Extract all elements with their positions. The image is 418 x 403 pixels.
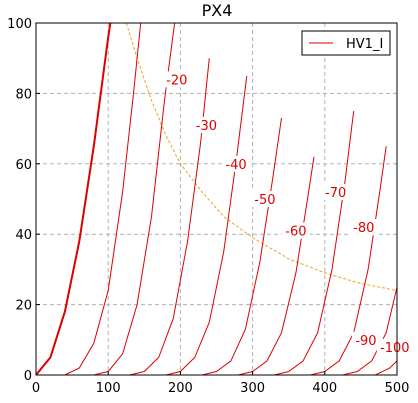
y-tick-label-4: 80 (15, 87, 32, 102)
contour-label-bg-5 (321, 183, 350, 200)
contour-label-bg-7 (351, 331, 380, 348)
contour-label-bg-3 (250, 191, 279, 207)
contour-label-8: -100 (380, 341, 410, 356)
contour-label-7: -90 (355, 334, 376, 349)
chart-title: PX4 (202, 1, 233, 20)
contour-label-bg-1 (192, 117, 221, 134)
contour-label-bg-6 (349, 219, 378, 236)
plate-curve-3 (129, 58, 210, 375)
x-tick-label-0: 0 (32, 381, 40, 396)
contour-label-bg-8 (376, 338, 413, 355)
plate-curve-7 (274, 110, 355, 375)
plate-curve-10 (375, 360, 397, 375)
x-tick-label-1: 100 (96, 381, 121, 396)
legend: HV1_I (301, 30, 391, 56)
contour-label-5: -70 (325, 186, 346, 201)
plate-curve-9 (342, 286, 397, 375)
axis-ticks: 0 100 200 300 400 500 0 20 40 60 80 100 (7, 17, 409, 396)
y-tick-label-1: 20 (15, 299, 32, 314)
contour-label-1: -30 (196, 119, 217, 134)
y-tick-label-2: 40 (15, 228, 32, 243)
contour-labels: -20 -30 -40 -50 -60 -70 -80 -90 -100 (162, 71, 413, 356)
plate-curve-0 (36, 23, 112, 375)
contour-label-2: -40 (225, 158, 246, 173)
contour-label-6: -80 (353, 221, 374, 236)
y-tick-label-5: 100 (7, 17, 32, 32)
contour-label-0: -20 (166, 73, 187, 88)
y-tick-label-0: 0 (24, 369, 32, 384)
x-tick-label-3: 300 (240, 381, 265, 396)
contour-label-bg-0 (162, 71, 191, 88)
plate-curve-1 (64, 23, 142, 375)
legend-label: HV1_I (346, 37, 383, 52)
contour-label-bg-2 (221, 155, 250, 172)
contour-label-bg-4 (281, 222, 310, 239)
contour-label-4: -60 (285, 225, 306, 240)
y-tick-label-3: 60 (15, 158, 32, 173)
x-tick-label-4: 400 (312, 381, 337, 396)
plate-curve-5 (201, 117, 282, 375)
x-tick-label-5: 500 (385, 381, 410, 396)
x-tick-label-2: 200 (168, 381, 193, 396)
plot-frame (35, 22, 398, 376)
contour-label-3: -50 (254, 193, 275, 208)
